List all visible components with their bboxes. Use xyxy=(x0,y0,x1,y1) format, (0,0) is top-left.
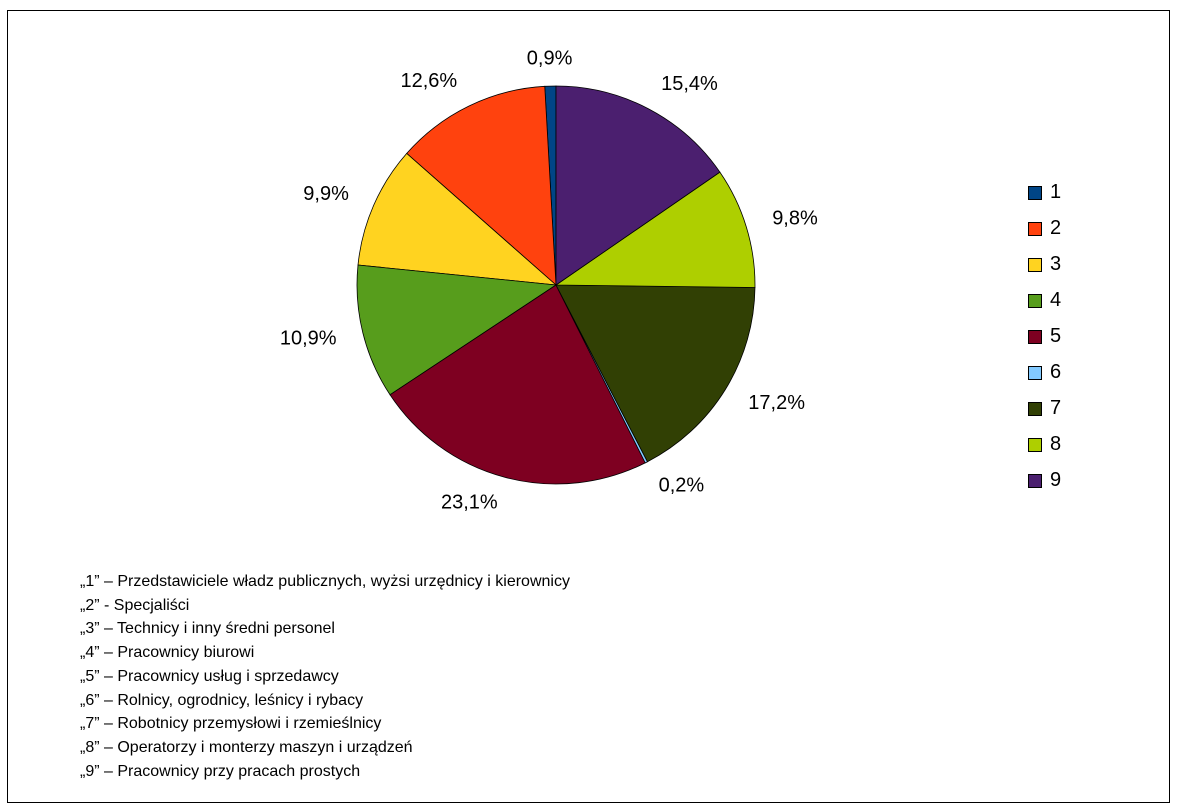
legend-label-7: 7 xyxy=(1050,397,1062,419)
note-line-6: „6” – Rolnicy, ogrodnicy, leśnicy i ryba… xyxy=(80,691,364,709)
legend-label-2: 2 xyxy=(1050,217,1062,239)
legend-label-3: 3 xyxy=(1050,253,1062,275)
pie-slice-7 xyxy=(555,284,756,463)
pie-value-label-3: 9,9% xyxy=(303,183,349,205)
pie-slices xyxy=(356,85,756,485)
pie-value-labels: 0,9% 12,6% 9,9% 10,9% 23,1% 0,2% 17,2% 9,8% 15,4… xyxy=(280,47,818,513)
legend-swatch-7 xyxy=(1028,402,1042,416)
note-line-5: „5” – Pracownicy usług i sprzedawcy xyxy=(80,667,339,685)
note-line-4: „4” – Pracownicy biurowi xyxy=(80,644,255,662)
pie-value-label-8: 9,8% xyxy=(772,207,818,229)
note-line-7: „7” – Robotnicy przemysłowi i rzemieślni… xyxy=(80,715,382,733)
chart-frame xyxy=(7,10,1170,803)
pie-value-label-5: 23,1% xyxy=(441,492,498,514)
legend-swatch-8 xyxy=(1028,438,1042,452)
legend-swatch-6 xyxy=(1028,366,1042,380)
legend-label-9: 9 xyxy=(1050,469,1062,491)
note-line-1: „1” – Przedstawiciele władz publicznych,… xyxy=(80,573,570,590)
legend-swatch-4 xyxy=(1028,294,1042,308)
pie-slice-3 xyxy=(357,152,558,286)
legend-label-1: 1 xyxy=(1050,181,1062,203)
legend-swatch-1 xyxy=(1028,186,1042,200)
legend-swatch-9 xyxy=(1028,474,1042,488)
pie-value-label-4: 10,9% xyxy=(280,327,337,349)
legend-swatch-5 xyxy=(1028,330,1042,344)
pie-value-label-1: 0,9% xyxy=(527,47,573,69)
legend-label-4: 4 xyxy=(1050,289,1062,311)
note-line-3: „3” – Technicy i inny średni personel xyxy=(80,620,335,638)
note-line-9: „9” – Pracownicy przy pracach prostych xyxy=(80,762,361,780)
pie-value-label-9: 15,4% xyxy=(661,73,718,95)
legend-swatch-3 xyxy=(1028,258,1042,272)
pie-value-label-2: 12,6% xyxy=(400,70,457,92)
pie-slice-4 xyxy=(356,264,558,396)
pie-slice-5 xyxy=(389,284,646,485)
note-line-8: „8” – Operatorzy i monterzy maszyn i urz… xyxy=(80,738,413,756)
note-line-2: „2” - Specjaliści xyxy=(80,596,190,614)
category-notes: „1” – Przedstawiciele władz publicznych,… xyxy=(80,570,570,783)
pie-value-label-7: 17,2% xyxy=(748,392,805,414)
pie-value-label-6: 0,2% xyxy=(659,475,705,497)
pie-slice-9 xyxy=(555,85,721,286)
legend-label-5: 5 xyxy=(1050,325,1062,347)
pie-slice-8 xyxy=(554,171,756,288)
pie-slice-2 xyxy=(406,85,557,286)
legend-label-6: 6 xyxy=(1050,361,1062,383)
legend-swatch-2 xyxy=(1028,222,1042,236)
legend-label-8: 8 xyxy=(1050,433,1062,455)
